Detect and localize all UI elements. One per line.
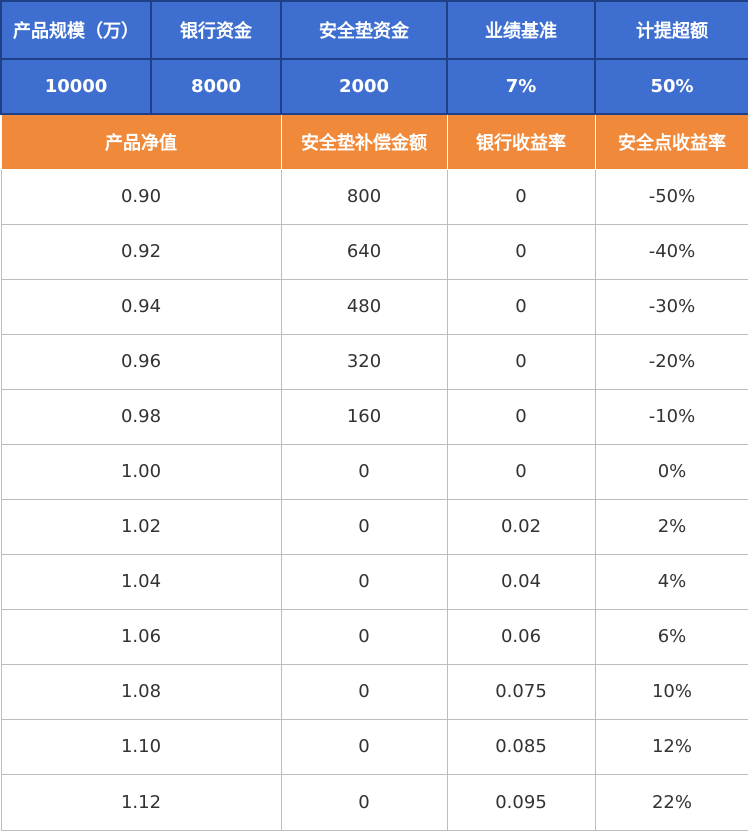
net-value-cell: 1.00 bbox=[0, 443, 282, 500]
bank-yield-cell: 0 bbox=[446, 333, 596, 390]
summary-label-row: 产品规模（万） 银行资金 安全垫资金 业绩基准 计提超额 bbox=[0, 0, 748, 60]
bank-yield-cell: 0 bbox=[446, 168, 596, 225]
cushion-compensation-cell: 160 bbox=[280, 388, 448, 445]
cushion-compensation-cell: 0 bbox=[280, 608, 448, 665]
safety-yield-cell: 0% bbox=[594, 443, 748, 500]
net-value-cell: 1.02 bbox=[0, 498, 282, 555]
column-header-safety-yield: 安全点收益率 bbox=[594, 113, 748, 170]
table-row: 1.04 0 0.04 4% bbox=[0, 553, 748, 610]
net-value-cell: 0.98 bbox=[0, 388, 282, 445]
net-value-cell: 1.12 bbox=[0, 773, 282, 831]
cushion-compensation-cell: 0 bbox=[280, 663, 448, 720]
cushion-compensation-cell: 0 bbox=[280, 718, 448, 775]
cushion-compensation-cell: 800 bbox=[280, 168, 448, 225]
bank-yield-cell: 0 bbox=[446, 388, 596, 445]
cushion-compensation-cell: 480 bbox=[280, 278, 448, 335]
net-value-cell: 1.10 bbox=[0, 718, 282, 775]
safety-yield-cell: -20% bbox=[594, 333, 748, 390]
table-row: 0.92 640 0 -40% bbox=[0, 223, 748, 280]
table-row: 1.02 0 0.02 2% bbox=[0, 498, 748, 555]
column-header-row: 产品净值 安全垫补偿金额 银行收益率 安全点收益率 bbox=[0, 113, 748, 170]
bank-yield-cell: 0.075 bbox=[446, 663, 596, 720]
net-value-cell: 1.04 bbox=[0, 553, 282, 610]
summary-value-product-scale: 10000 bbox=[0, 58, 152, 115]
summary-label-benchmark: 业绩基准 bbox=[446, 0, 596, 60]
net-value-cell: 1.08 bbox=[0, 663, 282, 720]
safety-yield-cell: 6% bbox=[594, 608, 748, 665]
column-header-net-value: 产品净值 bbox=[0, 113, 282, 170]
table-row: 1.12 0 0.095 22% bbox=[0, 773, 748, 831]
net-value-cell: 0.92 bbox=[0, 223, 282, 280]
safety-yield-cell: -30% bbox=[594, 278, 748, 335]
summary-label-excess-fee: 计提超额 bbox=[594, 0, 748, 60]
summary-value-row: 10000 8000 2000 7% 50% bbox=[0, 58, 748, 115]
table-row: 0.90 800 0 -50% bbox=[0, 168, 748, 225]
bank-yield-cell: 0.02 bbox=[446, 498, 596, 555]
column-header-cushion-compensation: 安全垫补偿金额 bbox=[280, 113, 448, 170]
safety-yield-cell: 12% bbox=[594, 718, 748, 775]
bank-yield-cell: 0.095 bbox=[446, 773, 596, 831]
table-row: 1.08 0 0.075 10% bbox=[0, 663, 748, 720]
net-value-cell: 1.06 bbox=[0, 608, 282, 665]
safety-yield-cell: -50% bbox=[594, 168, 748, 225]
cushion-compensation-cell: 0 bbox=[280, 553, 448, 610]
cushion-compensation-cell: 320 bbox=[280, 333, 448, 390]
bank-yield-cell: 0.085 bbox=[446, 718, 596, 775]
cushion-compensation-cell: 640 bbox=[280, 223, 448, 280]
cushion-compensation-cell: 0 bbox=[280, 498, 448, 555]
cushion-compensation-cell: 0 bbox=[280, 773, 448, 831]
table-row: 0.98 160 0 -10% bbox=[0, 388, 748, 445]
summary-value-benchmark: 7% bbox=[446, 58, 596, 115]
bank-yield-cell: 0.06 bbox=[446, 608, 596, 665]
table-row: 1.10 0 0.085 12% bbox=[0, 718, 748, 775]
summary-value-cushion-funds: 2000 bbox=[280, 58, 448, 115]
bank-yield-cell: 0.04 bbox=[446, 553, 596, 610]
safety-yield-cell: 10% bbox=[594, 663, 748, 720]
summary-value-bank-funds: 8000 bbox=[150, 58, 282, 115]
bank-yield-cell: 0 bbox=[446, 278, 596, 335]
bank-yield-cell: 0 bbox=[446, 223, 596, 280]
safety-yield-cell: 4% bbox=[594, 553, 748, 610]
cushion-compensation-cell: 0 bbox=[280, 443, 448, 500]
safety-yield-cell: -40% bbox=[594, 223, 748, 280]
safety-yield-cell: -10% bbox=[594, 388, 748, 445]
net-value-cell: 0.96 bbox=[0, 333, 282, 390]
safety-yield-cell: 22% bbox=[594, 773, 748, 831]
table-row: 1.06 0 0.06 6% bbox=[0, 608, 748, 665]
net-value-cell: 0.94 bbox=[0, 278, 282, 335]
summary-label-cushion-funds: 安全垫资金 bbox=[280, 0, 448, 60]
bank-yield-cell: 0 bbox=[446, 443, 596, 500]
net-value-cell: 0.90 bbox=[0, 168, 282, 225]
safety-yield-cell: 2% bbox=[594, 498, 748, 555]
summary-label-product-scale: 产品规模（万） bbox=[0, 0, 152, 60]
table-row: 0.96 320 0 -20% bbox=[0, 333, 748, 390]
table-row: 1.00 0 0 0% bbox=[0, 443, 748, 500]
table-row: 0.94 480 0 -30% bbox=[0, 278, 748, 335]
summary-value-excess-fee: 50% bbox=[594, 58, 748, 115]
summary-label-bank-funds: 银行资金 bbox=[150, 0, 282, 60]
column-header-bank-yield: 银行收益率 bbox=[446, 113, 596, 170]
